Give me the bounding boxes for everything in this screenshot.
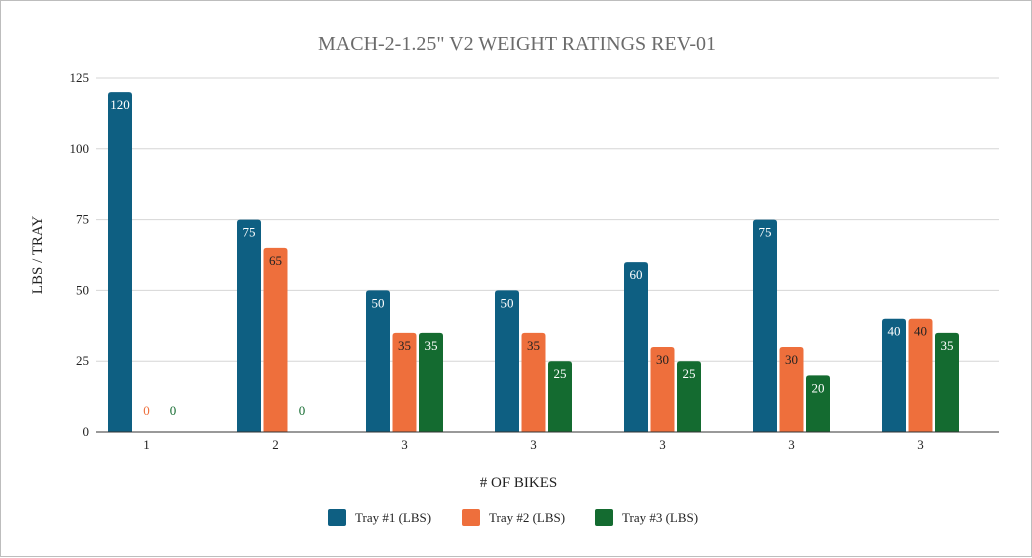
chart-title: MACH-2-1.25" V2 WEIGHT RATINGS REV-01 [318, 33, 716, 55]
bar-series-1 [495, 290, 519, 432]
y-tick-label: 75 [76, 212, 89, 227]
data-label: 50 [501, 295, 514, 310]
legend-label-1: Tray #1 (LBS) [355, 510, 431, 525]
bars: 120 0 0 75 65 0 50 35 35 50 35 25 60 30 25 75 30 20 40 40 35 [108, 92, 959, 432]
x-tick-label: 3 [917, 437, 924, 452]
x-axis-title: # OF BIKES [480, 475, 558, 491]
y-axis-title: LBS / TRAY [30, 216, 46, 295]
data-label: 65 [269, 253, 282, 268]
data-label: 35 [941, 338, 954, 353]
x-tick-label: 3 [788, 437, 795, 452]
bar-series-3 [935, 332, 959, 432]
data-label: 75 [759, 225, 772, 240]
bar-series-2 [779, 347, 804, 432]
x-tick-label: 3 [659, 437, 666, 452]
y-axis-ticks: 0 25 50 75 100 125 [70, 70, 90, 439]
legend-label-3: Tray #3 (LBS) [622, 510, 698, 525]
bar-series-1 [366, 290, 390, 432]
data-label: 35 [398, 338, 411, 353]
legend-label-2: Tray #2 (LBS) [489, 510, 565, 525]
data-label: 20 [812, 380, 825, 395]
bar-series-3 [806, 375, 830, 432]
bar-series-1 [108, 92, 132, 432]
bar-series-1 [753, 219, 777, 432]
y-tick-label: 50 [76, 282, 89, 297]
bar-series-2 [908, 318, 933, 432]
data-label: 25 [554, 366, 567, 381]
bar-series-1 [624, 262, 648, 432]
data-label: 75 [243, 225, 256, 240]
gridlines [96, 77, 999, 362]
legend-swatch-1 [328, 509, 346, 526]
legend-swatch-3 [595, 509, 613, 526]
y-tick-label: 100 [70, 141, 90, 156]
data-label: 40 [888, 324, 901, 339]
x-tick-label: 3 [530, 437, 537, 452]
data-label: 35 [527, 338, 540, 353]
data-label: 40 [914, 324, 927, 339]
data-label: 30 [785, 352, 798, 367]
data-label: 60 [630, 267, 643, 282]
data-label: 120 [110, 97, 130, 112]
data-label: 25 [683, 366, 696, 381]
y-tick-label: 25 [76, 353, 89, 368]
x-tick-label: 1 [143, 437, 150, 452]
x-tick-label: 3 [401, 437, 408, 452]
data-label: 30 [656, 352, 669, 367]
y-tick-label: 125 [70, 70, 90, 85]
x-axis-ticks: 1 2 3 3 3 3 3 [143, 437, 924, 452]
y-tick-label: 0 [83, 424, 90, 439]
x-tick-label: 2 [272, 437, 279, 452]
data-label: 50 [372, 295, 385, 310]
legend-swatch-2 [462, 509, 480, 526]
bar-series-2 [521, 332, 546, 432]
bar-series-2 [650, 347, 675, 432]
bar-series-1 [237, 219, 261, 432]
bar-series-2 [263, 247, 288, 432]
bar-series-3 [419, 332, 443, 432]
data-label: 0 [170, 403, 177, 418]
bar-series-2 [392, 332, 417, 432]
data-label: 35 [425, 338, 438, 353]
data-label: 0 [299, 403, 306, 418]
legend: Tray #1 (LBS) Tray #2 (LBS) Tray #3 (LBS) [328, 509, 698, 526]
bar-series-3 [548, 361, 572, 432]
data-label: 0 [143, 403, 150, 418]
bar-series-1 [882, 318, 906, 432]
bar-series-3 [677, 361, 701, 432]
